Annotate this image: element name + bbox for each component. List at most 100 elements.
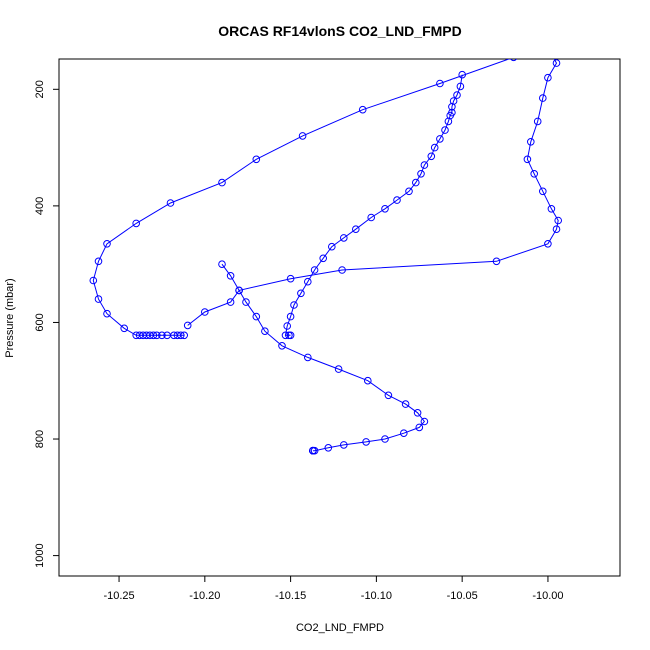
data-point: [94, 295, 103, 303]
data-point: [552, 225, 561, 233]
data-point: [400, 429, 408, 438]
data-point: [218, 260, 226, 269]
data-point: [544, 73, 552, 82]
data-point: [420, 161, 429, 169]
data-point: [441, 126, 449, 134]
data-point: [384, 391, 393, 400]
data-point: [417, 170, 425, 178]
data-point: [415, 423, 424, 432]
y-axis-label: Pressure (mbar): [4, 278, 16, 357]
data-point: [163, 331, 171, 340]
data-point: [449, 97, 458, 105]
data-point: [173, 331, 182, 340]
data-point: [304, 353, 312, 362]
data-point: [103, 240, 111, 248]
data-point: [89, 276, 98, 285]
y-tick-label: 1000: [34, 543, 46, 567]
data-point: [120, 324, 128, 333]
data-point: [539, 94, 547, 102]
data-point: [218, 178, 226, 187]
data-point: [381, 435, 389, 443]
x-axis-label: CO2_LND_FMPD: [296, 622, 384, 634]
data-point: [319, 254, 328, 263]
data-point: [310, 266, 319, 274]
data-point: [183, 321, 192, 330]
y-axis: 200 400 600 800 1000: [34, 80, 59, 568]
data-point: [286, 274, 295, 283]
x-tick-label: -10.15: [275, 590, 306, 602]
data-point: [405, 187, 413, 196]
data-point: [338, 266, 346, 274]
data-point: [278, 342, 286, 350]
data-point: [544, 240, 552, 248]
data-point: [456, 82, 465, 91]
data-point: [235, 286, 243, 295]
data-point: [324, 444, 333, 452]
y-tick-label: 600: [34, 313, 46, 331]
data-point: [290, 301, 298, 309]
data-point: [334, 365, 343, 373]
data-point: [530, 170, 539, 178]
data-point: [436, 135, 444, 143]
data-point: [393, 196, 401, 204]
data-point: [242, 298, 250, 306]
data-point: [362, 438, 370, 446]
data-point: [547, 205, 556, 213]
data-point: [401, 400, 410, 408]
y-tick-label: 800: [34, 430, 46, 448]
series-line: [221, 263, 426, 452]
chart-title: ORCAS RF14vlonS CO2_LND_FMPD: [218, 23, 461, 39]
data-point: [298, 132, 307, 140]
data-point: [158, 331, 166, 340]
data-point: [427, 152, 436, 161]
data-point: [430, 143, 439, 152]
data-point: [310, 446, 319, 455]
x-tick-label: -10.00: [532, 590, 563, 602]
data-point: [527, 138, 535, 146]
data-point: [458, 70, 467, 79]
data-point: [94, 257, 103, 266]
x-tick-label: -10.05: [447, 590, 478, 602]
data-point: [552, 59, 561, 67]
data-point: [548, 51, 555, 58]
data-point: [281, 331, 290, 340]
data-point: [553, 46, 560, 53]
data-point: [261, 327, 269, 336]
data-point: [135, 331, 144, 340]
data-point: [304, 277, 312, 286]
data-point: [103, 309, 111, 318]
plot-frame: [58, 58, 621, 577]
data-point: [412, 178, 420, 187]
data-point: [285, 331, 293, 340]
data-point: [340, 441, 348, 449]
data-point: [413, 409, 422, 417]
y-tick-label: 200: [34, 80, 46, 98]
data-point: [523, 155, 532, 164]
data-point: [226, 272, 235, 280]
data-point: [226, 298, 235, 306]
data-point: [358, 105, 367, 114]
data-series-layer: [89, 46, 563, 455]
data-point: [286, 312, 295, 321]
data-point: [453, 91, 461, 99]
data-point: [554, 216, 563, 225]
data-point: [340, 234, 348, 242]
data-point: [252, 155, 261, 164]
data-point: [283, 322, 292, 330]
data-point: [367, 213, 376, 222]
data-point: [364, 376, 372, 385]
series-line: [187, 59, 559, 326]
x-tick-label: -10.25: [103, 590, 134, 602]
x-tick-label: -10.10: [361, 590, 392, 602]
data-point: [539, 187, 547, 196]
series-line: [92, 59, 511, 336]
data-point: [533, 117, 542, 126]
data-point: [420, 417, 429, 426]
data-point: [352, 225, 360, 233]
series-line: [284, 74, 463, 336]
data-point: [166, 199, 175, 207]
data-point: [132, 331, 140, 340]
x-axis: -10.25 -10.20 -10.15 -10.10 -10.05 -10.00: [103, 576, 564, 602]
data-point: [132, 219, 140, 228]
